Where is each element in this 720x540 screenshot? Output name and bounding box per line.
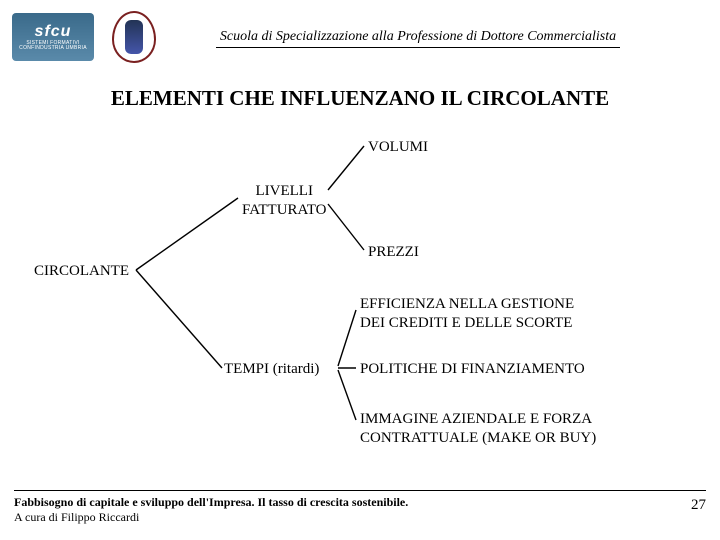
node-efficienza: EFFICIENZA NELLA GESTIONEDEI CREDITI E D…: [360, 295, 574, 333]
node-livelli: LIVELLIFATTURATO: [242, 182, 326, 220]
page-number: 27: [691, 495, 706, 514]
node-volumi: VOLUMI: [368, 138, 428, 157]
node-immagine: IMMAGINE AZIENDALE E FORZACONTRATTUALE (…: [360, 410, 596, 448]
footer-line2: A cura di Filippo Riccardi: [14, 510, 408, 526]
node-tempi: TEMPI (ritardi): [224, 360, 319, 379]
footer: Fabbisogno di capitale e sviluppo dell'I…: [14, 490, 706, 526]
footer-left: Fabbisogno di capitale e sviluppo dell'I…: [14, 495, 408, 526]
node-prezzi: PREZZI: [368, 243, 419, 262]
node-politiche: POLITICHE DI FINANZIAMENTO: [360, 360, 585, 379]
node-root: CIRCOLANTE: [34, 262, 129, 281]
footer-line1: Fabbisogno di capitale e sviluppo dell'I…: [14, 495, 408, 511]
